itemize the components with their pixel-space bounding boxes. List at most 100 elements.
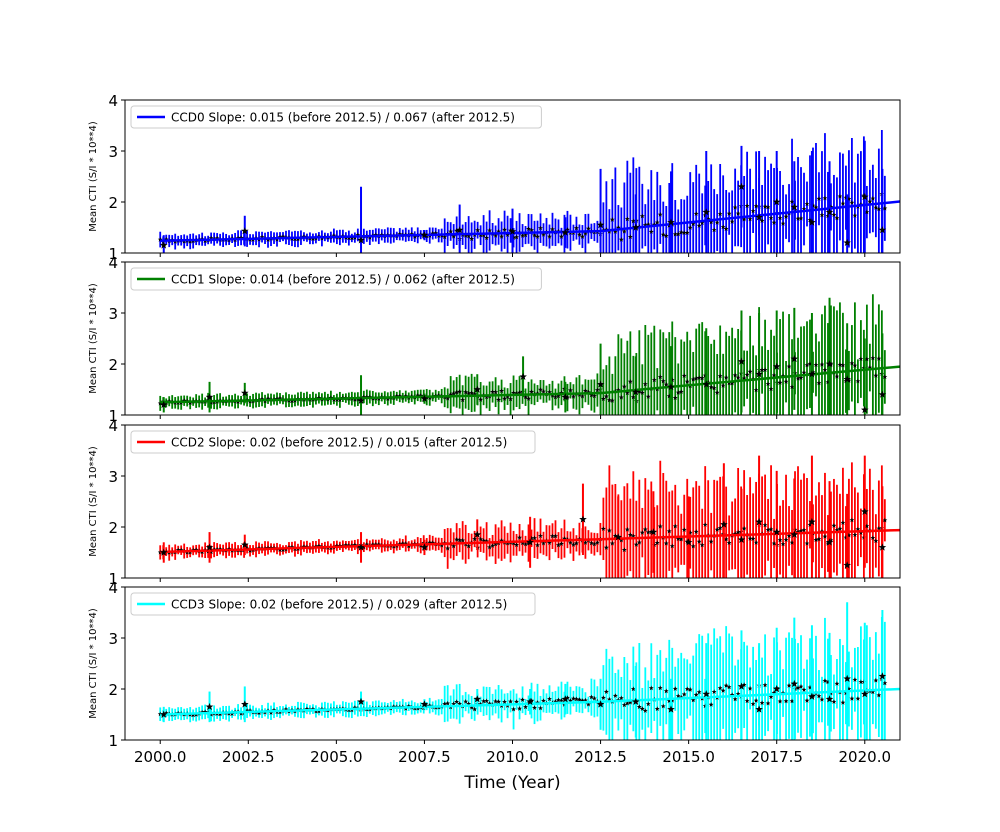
data-point-texture bbox=[882, 680, 888, 686]
data-point-texture bbox=[828, 537, 834, 543]
data-point bbox=[808, 370, 816, 378]
data-point-texture bbox=[442, 701, 448, 707]
data-point bbox=[519, 372, 527, 380]
data-point-texture bbox=[481, 538, 487, 543]
data-point-texture bbox=[750, 208, 756, 214]
data-point bbox=[737, 182, 746, 190]
data-point-texture bbox=[636, 704, 642, 709]
data-point bbox=[878, 543, 887, 551]
data-point-texture bbox=[571, 393, 576, 399]
data-point-texture bbox=[271, 707, 277, 713]
data-point-texture bbox=[783, 379, 789, 384]
legend-box bbox=[130, 430, 536, 454]
data-point-texture bbox=[463, 699, 469, 704]
data-point-texture bbox=[846, 532, 852, 538]
data-point-texture bbox=[585, 389, 591, 395]
data-point-texture bbox=[714, 527, 720, 532]
data-point-texture bbox=[717, 211, 723, 217]
data-point-texture bbox=[580, 234, 585, 239]
data-point-texture bbox=[672, 395, 678, 400]
data-point-texture bbox=[520, 233, 525, 238]
data-point-texture bbox=[771, 372, 777, 378]
data-point-texture bbox=[508, 396, 513, 402]
data-point-texture bbox=[822, 367, 828, 373]
data-point-texture bbox=[687, 530, 693, 535]
data-point-texture bbox=[834, 215, 840, 221]
data-point-texture bbox=[648, 229, 654, 234]
data-point-texture bbox=[582, 230, 588, 236]
data-point-texture bbox=[768, 694, 774, 699]
data-point-texture bbox=[283, 706, 289, 712]
data-point-texture bbox=[163, 236, 169, 242]
data-point-texture bbox=[798, 215, 804, 221]
data-point-texture bbox=[517, 706, 522, 711]
y-axis-label: Mean CTI (S/I * 10**4) bbox=[88, 446, 99, 557]
data-point-texture bbox=[505, 232, 510, 237]
data-point-texture bbox=[753, 540, 759, 545]
data-point-texture bbox=[696, 375, 702, 380]
y-tick-label: 2 bbox=[108, 681, 118, 699]
data-point-texture bbox=[777, 380, 783, 385]
data-point-texture bbox=[660, 232, 666, 237]
data-point-texture bbox=[630, 394, 636, 400]
data-point-texture bbox=[753, 203, 759, 209]
data-point-texture bbox=[454, 228, 460, 233]
data-point-texture bbox=[277, 395, 283, 401]
data-point bbox=[843, 561, 851, 569]
data-point bbox=[455, 226, 464, 234]
data-point-texture bbox=[562, 536, 567, 541]
data-point-texture bbox=[657, 523, 663, 529]
data-point-texture bbox=[412, 234, 418, 239]
data-point bbox=[755, 705, 763, 713]
data-point-texture bbox=[514, 234, 519, 240]
data-point bbox=[825, 208, 834, 216]
data-point-texture bbox=[448, 228, 454, 234]
data-point bbox=[702, 208, 711, 216]
data-point-texture bbox=[238, 235, 244, 240]
data-point-texture bbox=[636, 539, 642, 545]
data-point-texture bbox=[750, 701, 756, 707]
data-point bbox=[790, 530, 799, 538]
data-point-texture bbox=[582, 540, 588, 545]
data-point bbox=[737, 357, 746, 365]
data-point-texture bbox=[565, 227, 570, 232]
data-point bbox=[420, 700, 429, 708]
data-point-texture bbox=[759, 218, 765, 223]
data-point-texture bbox=[621, 547, 627, 552]
data-point bbox=[755, 370, 763, 378]
data-point-texture bbox=[684, 686, 690, 692]
legend-box bbox=[130, 105, 542, 129]
data-point-texture bbox=[813, 537, 819, 542]
data-point-texture bbox=[741, 216, 747, 222]
data-point-texture bbox=[777, 698, 783, 704]
data-point-texture bbox=[642, 526, 648, 532]
data-point-texture bbox=[789, 199, 795, 204]
data-point-texture bbox=[762, 204, 768, 209]
data-point-texture bbox=[538, 387, 543, 392]
data-point-texture bbox=[816, 380, 822, 386]
data-point-texture bbox=[612, 693, 618, 698]
y-tick-label: 2 bbox=[108, 519, 118, 537]
data-point-texture bbox=[574, 225, 579, 231]
data-point-texture bbox=[639, 213, 645, 219]
data-point-texture bbox=[708, 702, 714, 707]
data-point bbox=[878, 226, 887, 234]
data-point-texture bbox=[873, 205, 879, 210]
data-point-texture bbox=[765, 700, 771, 706]
data-point-texture bbox=[466, 233, 472, 239]
data-point-texture bbox=[541, 698, 546, 703]
data-point-texture bbox=[813, 204, 819, 210]
data-point-texture bbox=[535, 700, 540, 705]
data-point-texture bbox=[858, 356, 864, 362]
data-point bbox=[720, 520, 728, 528]
data-point-texture bbox=[777, 537, 783, 543]
data-point-texture bbox=[630, 218, 636, 224]
data-point-texture bbox=[630, 686, 636, 692]
data-point bbox=[649, 528, 658, 536]
data-point-texture bbox=[178, 547, 184, 553]
data-point bbox=[357, 236, 365, 244]
data-point bbox=[702, 690, 711, 698]
data-point-texture bbox=[852, 677, 858, 682]
data-point-texture bbox=[532, 705, 537, 710]
